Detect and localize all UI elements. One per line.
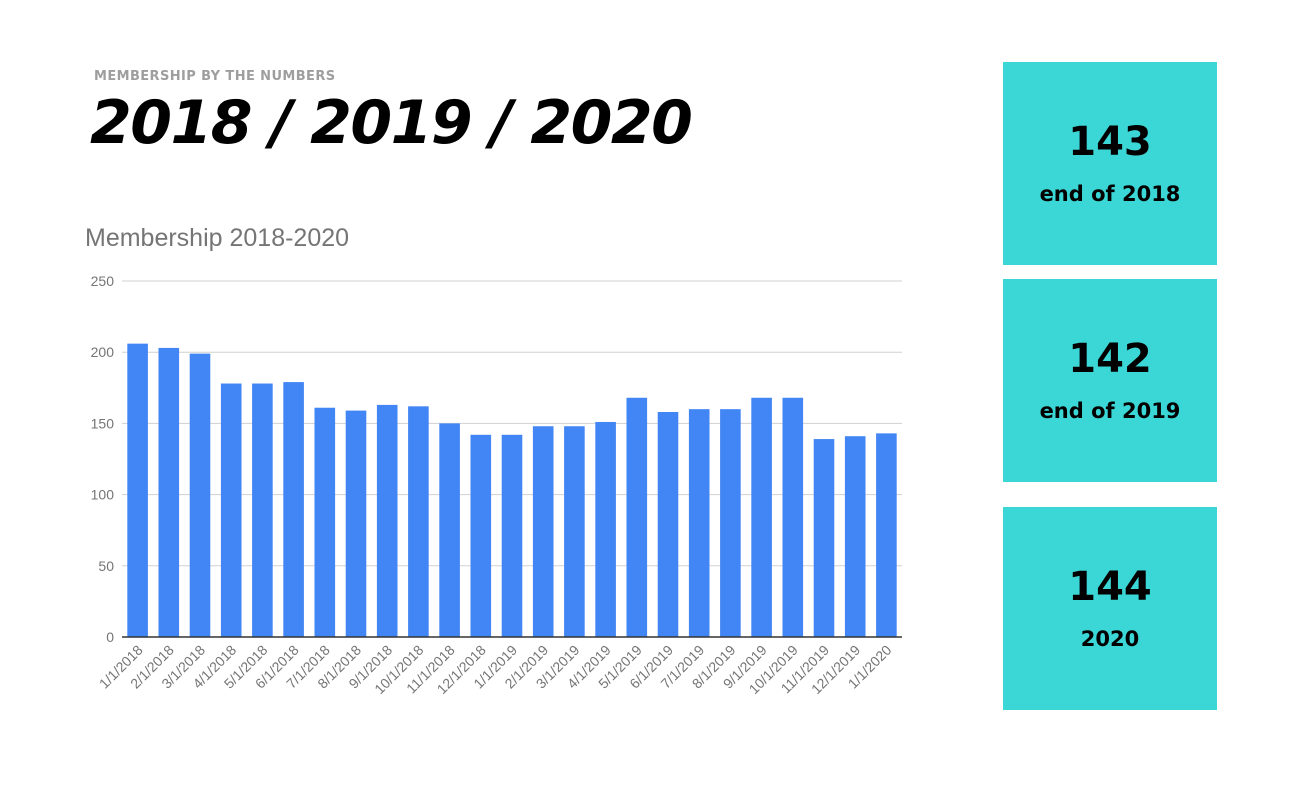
bar xyxy=(408,406,429,637)
y-tick-label: 50 xyxy=(98,558,114,574)
bar xyxy=(470,434,492,637)
bar xyxy=(532,426,554,637)
bar xyxy=(439,423,460,637)
bar xyxy=(564,426,585,637)
eyebrow-label: MEMBERSHIP BY THE NUMBERS xyxy=(94,69,336,84)
bar xyxy=(876,433,897,637)
chart-title: Membership 2018-2020 xyxy=(85,224,350,252)
bar xyxy=(813,439,835,637)
bar xyxy=(220,383,242,637)
bar xyxy=(657,412,679,637)
stat-card-2020: 144 2020 xyxy=(1003,507,1217,710)
bar xyxy=(127,343,148,637)
stat-card-2019: 142 end of 2019 xyxy=(1003,279,1217,482)
bar xyxy=(626,397,648,637)
membership-bar-chart: 0501001502002501/1/20182/1/20183/1/20184… xyxy=(91,273,902,697)
y-tick-label: 250 xyxy=(91,273,115,289)
bar xyxy=(376,404,398,637)
bar xyxy=(189,353,211,637)
y-tick-label: 200 xyxy=(91,344,115,360)
stat-caption-2020: 2020 xyxy=(1080,627,1140,651)
bar xyxy=(252,383,273,637)
stat-card-2018: 143 end of 2018 xyxy=(1003,62,1217,265)
bar xyxy=(283,382,304,637)
bar xyxy=(720,409,741,637)
bar xyxy=(751,397,772,637)
page-title: 2018 / 2019 / 2020 xyxy=(90,88,693,158)
bar xyxy=(314,407,336,637)
y-tick-label: 150 xyxy=(91,415,115,431)
stat-value-2020: 144 xyxy=(1068,564,1152,610)
y-tick-label: 0 xyxy=(106,629,114,645)
bar xyxy=(782,397,804,637)
bar xyxy=(688,409,710,637)
y-tick-label: 100 xyxy=(91,487,115,503)
stat-caption-2018: end of 2018 xyxy=(1039,182,1181,206)
bar xyxy=(595,421,616,637)
bar xyxy=(844,436,866,637)
stat-value-2019: 142 xyxy=(1068,336,1152,382)
bar xyxy=(158,347,180,637)
bar xyxy=(345,410,367,637)
stat-value-2018: 143 xyxy=(1068,119,1152,165)
bar xyxy=(501,434,523,637)
stat-caption-2019: end of 2019 xyxy=(1039,399,1181,423)
